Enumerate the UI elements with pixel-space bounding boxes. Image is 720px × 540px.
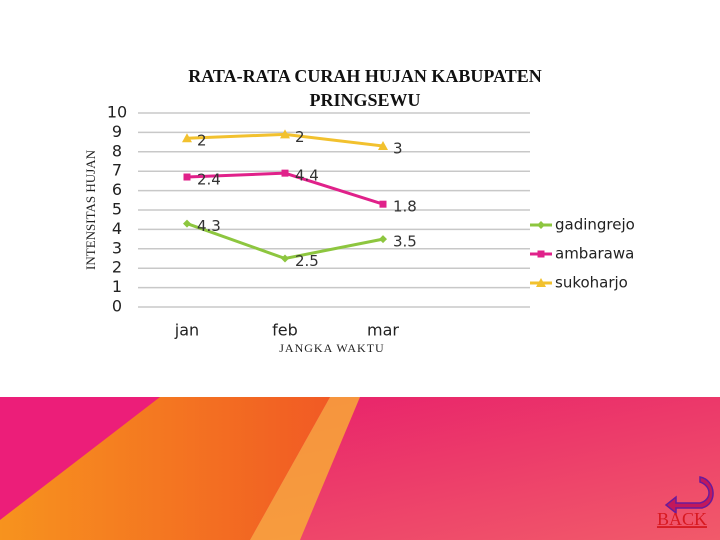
- marker: [183, 173, 191, 181]
- marker: [537, 250, 545, 258]
- data-label: 2.5: [295, 252, 319, 270]
- data-label: 2: [197, 132, 207, 150]
- y-tick-label: 4: [112, 219, 122, 238]
- x-axis-label: JANGKA WAKTU: [279, 341, 384, 355]
- marker: [280, 129, 290, 139]
- legend-label: ambarawa: [555, 245, 634, 263]
- data-label: 4.4: [295, 167, 319, 185]
- data-label: 4.3: [197, 217, 221, 235]
- data-label: 3.5: [393, 233, 417, 251]
- y-axis-label: INTENSITAS HUJAN: [83, 149, 98, 270]
- marker: [281, 169, 289, 177]
- y-tick-label: 2: [112, 258, 122, 277]
- footer-shape: [0, 397, 330, 540]
- marker: [536, 278, 546, 287]
- x-tick-label: mar: [367, 321, 399, 340]
- data-label: 2.4: [197, 171, 221, 189]
- data-label: 3: [393, 139, 403, 157]
- data-label: 2: [295, 128, 305, 146]
- back-button[interactable]: BACK: [657, 476, 714, 529]
- marker: [182, 133, 192, 143]
- y-tick-label: 6: [112, 180, 122, 199]
- marker: [379, 200, 387, 208]
- y-tick-label: 10: [107, 103, 127, 122]
- back-label[interactable]: BACK: [657, 509, 707, 529]
- y-tick-label: 5: [112, 200, 122, 219]
- data-label: 1.8: [393, 198, 417, 216]
- legend-label: sukoharjo: [555, 274, 628, 292]
- y-tick-label: 0: [112, 297, 122, 316]
- y-tick-label: 3: [112, 238, 122, 257]
- legend-label: gadingrejo: [555, 216, 635, 234]
- marker: [183, 219, 191, 228]
- marker: [378, 140, 388, 150]
- y-tick-label: 1: [112, 277, 122, 296]
- footer-shape: [250, 397, 360, 540]
- marker: [379, 235, 387, 244]
- marker: [537, 221, 545, 229]
- chart-title: RATA-RATA CURAH HUJAN KABUPATEN PRINGSEW…: [188, 66, 542, 110]
- y-tick-label: 7: [112, 161, 122, 180]
- y-tick-label: 9: [112, 122, 122, 141]
- y-tick-label: 8: [112, 141, 122, 160]
- marker: [281, 254, 289, 263]
- x-tick-label: jan: [174, 321, 199, 340]
- back-icon[interactable]: [664, 476, 714, 515]
- x-tick-label: feb: [272, 321, 298, 340]
